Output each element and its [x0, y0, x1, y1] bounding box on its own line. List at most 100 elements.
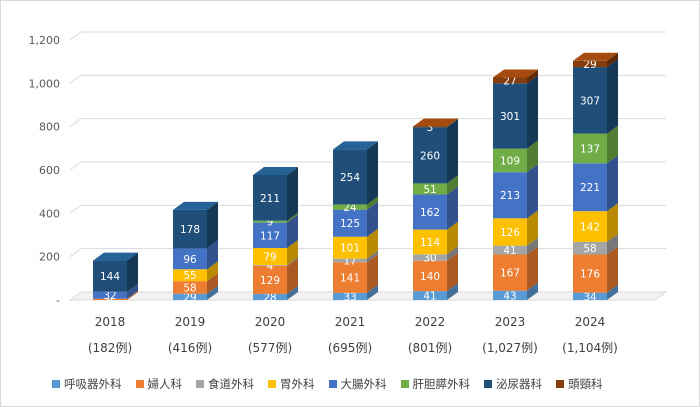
data-label: 301 — [500, 111, 520, 123]
x-tick-sublabel: (1,104例) — [562, 341, 618, 355]
x-tick-label: 2024 — [575, 315, 606, 329]
bar-top — [253, 166, 298, 175]
bar-top — [413, 118, 458, 127]
bar-segment — [173, 269, 207, 282]
bar-segment-side — [287, 214, 298, 248]
data-label: 141 — [340, 273, 360, 285]
bar-segment — [93, 291, 127, 299]
y-tick-label: 1,200 — [29, 34, 61, 47]
bar-segment — [573, 60, 607, 68]
bar-top — [573, 52, 618, 61]
bar-segment — [493, 245, 527, 255]
data-label: 55 — [183, 270, 196, 282]
bar-segment-side — [447, 246, 458, 261]
data-label: 41 — [503, 245, 516, 257]
bar-segment-side — [367, 284, 378, 300]
bar-segment — [253, 174, 287, 221]
bar-segment — [333, 236, 367, 259]
data-label: 101 — [340, 243, 360, 255]
legend-label: 頭頸科 — [568, 377, 603, 391]
bar-segment-side — [207, 201, 218, 249]
data-label: 29 — [583, 59, 596, 71]
data-label: 142 — [580, 222, 600, 234]
bar-segment-side — [207, 285, 218, 300]
bar-segment-side — [287, 166, 298, 221]
data-label: 6 — [107, 294, 114, 306]
y-tick-label: 400 — [39, 207, 60, 220]
bar-segment — [253, 265, 287, 294]
bar-segment-side — [367, 228, 378, 259]
bar-segment-side — [607, 52, 618, 68]
data-label: 33 — [343, 291, 356, 303]
x-tick-label: 2023 — [495, 315, 526, 329]
legend-label: 食道外科 — [208, 377, 254, 391]
bar-segment — [573, 133, 607, 164]
bar-segment-side — [607, 125, 618, 164]
bar-segment-side — [127, 252, 138, 292]
bar-segment-side — [127, 290, 138, 300]
x-tick-label: 2018 — [95, 315, 126, 329]
bar-segment-side — [287, 212, 298, 223]
bar-segment — [173, 293, 207, 300]
data-label: 9 — [267, 217, 274, 229]
x-tick-sublabel: (695例) — [328, 341, 372, 355]
bar-segment — [413, 194, 447, 230]
bar-segment-side — [607, 233, 618, 255]
bar-segment-side — [367, 201, 378, 237]
legend-item: 泌尿器科 — [484, 376, 542, 392]
bar-segment — [493, 83, 527, 149]
bar-segment-side — [447, 175, 458, 195]
bar-segment-side — [127, 283, 138, 299]
bar-segment-side — [447, 119, 458, 184]
legend-swatch — [52, 380, 60, 388]
bar-segment — [493, 77, 527, 84]
data-label: 28 — [263, 292, 276, 304]
y-tick-label: 1,000 — [29, 77, 61, 90]
data-label: 176 — [580, 269, 600, 281]
gridline-side — [69, 161, 82, 171]
gridline-side — [69, 31, 82, 41]
data-label: 43 — [503, 290, 516, 302]
legend-label: 呼吸器外科 — [64, 377, 122, 391]
bar-segment — [333, 258, 367, 263]
bar-segment-side — [287, 257, 298, 266]
data-label: 27 — [503, 75, 516, 87]
bar-top — [173, 201, 218, 210]
bar-segment — [173, 209, 207, 249]
legend: 呼吸器外科 婦人科 食道外科 胃外科 大腸外科 肝胆膵外科 泌尿器科 頭頸科 — [52, 374, 692, 394]
bar-segment-side — [447, 186, 458, 230]
bar-segment — [253, 220, 287, 223]
bar-segment — [333, 292, 367, 300]
bar-segment-side — [527, 75, 538, 149]
legend-swatch — [400, 380, 409, 388]
bar-segment-side — [527, 210, 538, 246]
bar-segment — [573, 254, 607, 293]
data-label: 144 — [100, 271, 120, 283]
data-label: 260 — [420, 150, 440, 162]
legend-item: 呼吸器外科 — [52, 376, 122, 392]
data-label: 167 — [500, 268, 520, 280]
y-tick-label: 600 — [39, 164, 60, 177]
data-label: 24 — [343, 202, 357, 214]
bar-segment-side — [287, 240, 298, 266]
gridline-side — [69, 248, 82, 258]
legend-item: 大腸外科 — [328, 376, 387, 392]
legend-swatch — [196, 380, 204, 388]
bar-segment-side — [207, 273, 218, 294]
bar-segment — [413, 127, 447, 184]
bar-segment — [253, 265, 287, 266]
data-label: 4 — [267, 261, 274, 273]
x-tick-sublabel: (801例) — [408, 341, 452, 355]
bar-segment-side — [607, 59, 618, 134]
legend-swatch — [556, 380, 564, 388]
bar-segment — [93, 260, 127, 292]
x-tick-label: 2021 — [335, 315, 366, 329]
legend-label: 婦人科 — [147, 377, 183, 391]
bar-segment — [173, 281, 207, 294]
bar-segment — [253, 222, 287, 248]
data-label: 213 — [500, 190, 520, 202]
bar-segment — [573, 67, 607, 134]
gridline-side — [69, 118, 82, 128]
legend-swatch — [328, 380, 337, 388]
bar-segment-side — [287, 285, 298, 300]
